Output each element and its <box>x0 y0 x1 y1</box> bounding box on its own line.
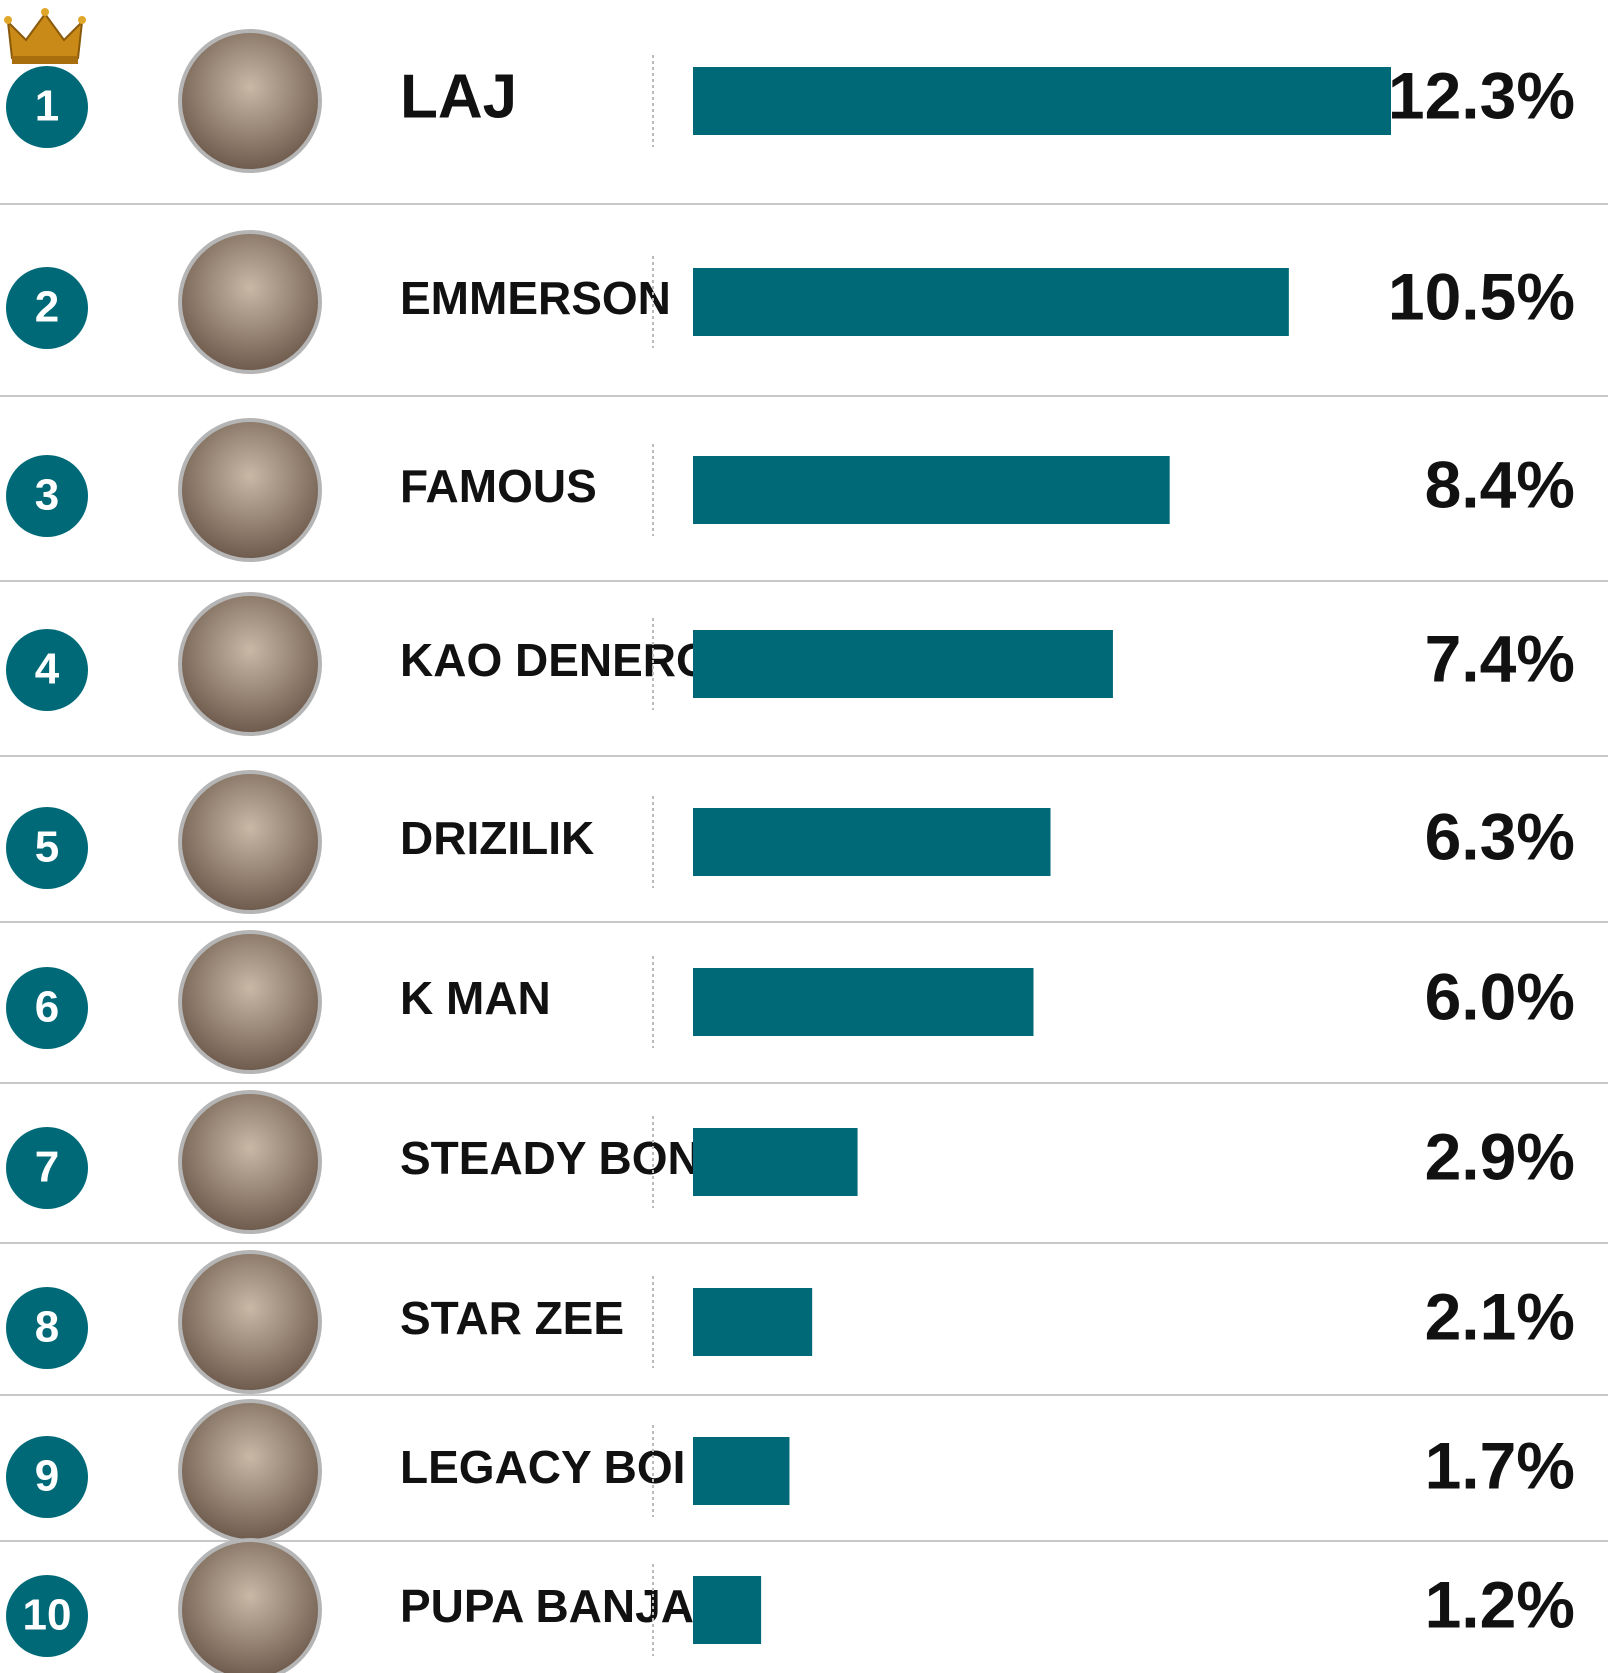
artist-name: EMMERSON <box>400 272 671 324</box>
value-label: 12.3% <box>1388 58 1575 132</box>
artist-name: STAR ZEE <box>400 1292 624 1344</box>
rank-badge <box>6 66 88 148</box>
rank-number: 8 <box>35 1303 59 1352</box>
value-label: 8.4% <box>1425 447 1575 521</box>
avatar <box>178 29 322 173</box>
rank-badge <box>6 629 88 711</box>
avatar <box>178 1538 322 1673</box>
bar <box>693 456 1170 524</box>
value-label: 1.2% <box>1425 1567 1575 1641</box>
value-label: 10.5% <box>1388 259 1575 333</box>
rank-badge <box>6 267 88 349</box>
rank-badge <box>6 1575 88 1657</box>
avatar <box>178 230 322 374</box>
bar <box>693 1576 762 1644</box>
avatar <box>178 1090 322 1234</box>
artist-name: K MAN <box>400 972 551 1024</box>
rank-badge <box>6 1127 88 1209</box>
artist-name: DRIZILIK <box>400 812 594 864</box>
artist-name: LEGACY BOI <box>400 1441 685 1493</box>
value-label: 6.0% <box>1425 959 1575 1033</box>
rank-number: 10 <box>23 1591 72 1640</box>
rank-badge <box>6 1436 88 1518</box>
rank-number: 5 <box>35 823 59 872</box>
avatar <box>178 1250 322 1394</box>
bar <box>693 67 1391 135</box>
rank-number: 6 <box>35 983 59 1032</box>
bar <box>693 268 1289 336</box>
bar <box>693 808 1051 876</box>
rank-badge <box>6 807 88 889</box>
avatar <box>178 1399 322 1543</box>
bar <box>693 1437 790 1505</box>
avatar <box>178 592 322 736</box>
avatar <box>178 418 322 562</box>
rank-number: 7 <box>35 1143 59 1192</box>
rank-number: 4 <box>35 645 60 694</box>
artist-name: LAJ <box>400 62 517 131</box>
bar <box>693 1128 858 1196</box>
value-label: 7.4% <box>1425 621 1575 695</box>
crown-icon <box>4 8 86 64</box>
bar <box>693 630 1113 698</box>
artist-name: FAMOUS <box>400 460 597 512</box>
rank-badge <box>6 455 88 537</box>
rank-badge <box>6 1287 88 1369</box>
rank-number: 3 <box>35 471 59 520</box>
bar <box>693 968 1034 1036</box>
avatar <box>178 930 322 1074</box>
avatar <box>178 770 322 914</box>
value-label: 6.3% <box>1425 799 1575 873</box>
artist-name: KAO DENERO <box>400 634 712 686</box>
value-label: 1.7% <box>1425 1428 1575 1502</box>
rank-badge <box>6 967 88 1049</box>
rank-number: 9 <box>35 1452 59 1501</box>
value-label: 2.1% <box>1425 1279 1575 1353</box>
value-label: 2.9% <box>1425 1119 1575 1193</box>
rank-number: 1 <box>35 82 59 131</box>
artist-name: PUPA BANJA <box>400 1580 694 1632</box>
bar <box>693 1288 813 1356</box>
rank-number: 2 <box>35 283 59 332</box>
